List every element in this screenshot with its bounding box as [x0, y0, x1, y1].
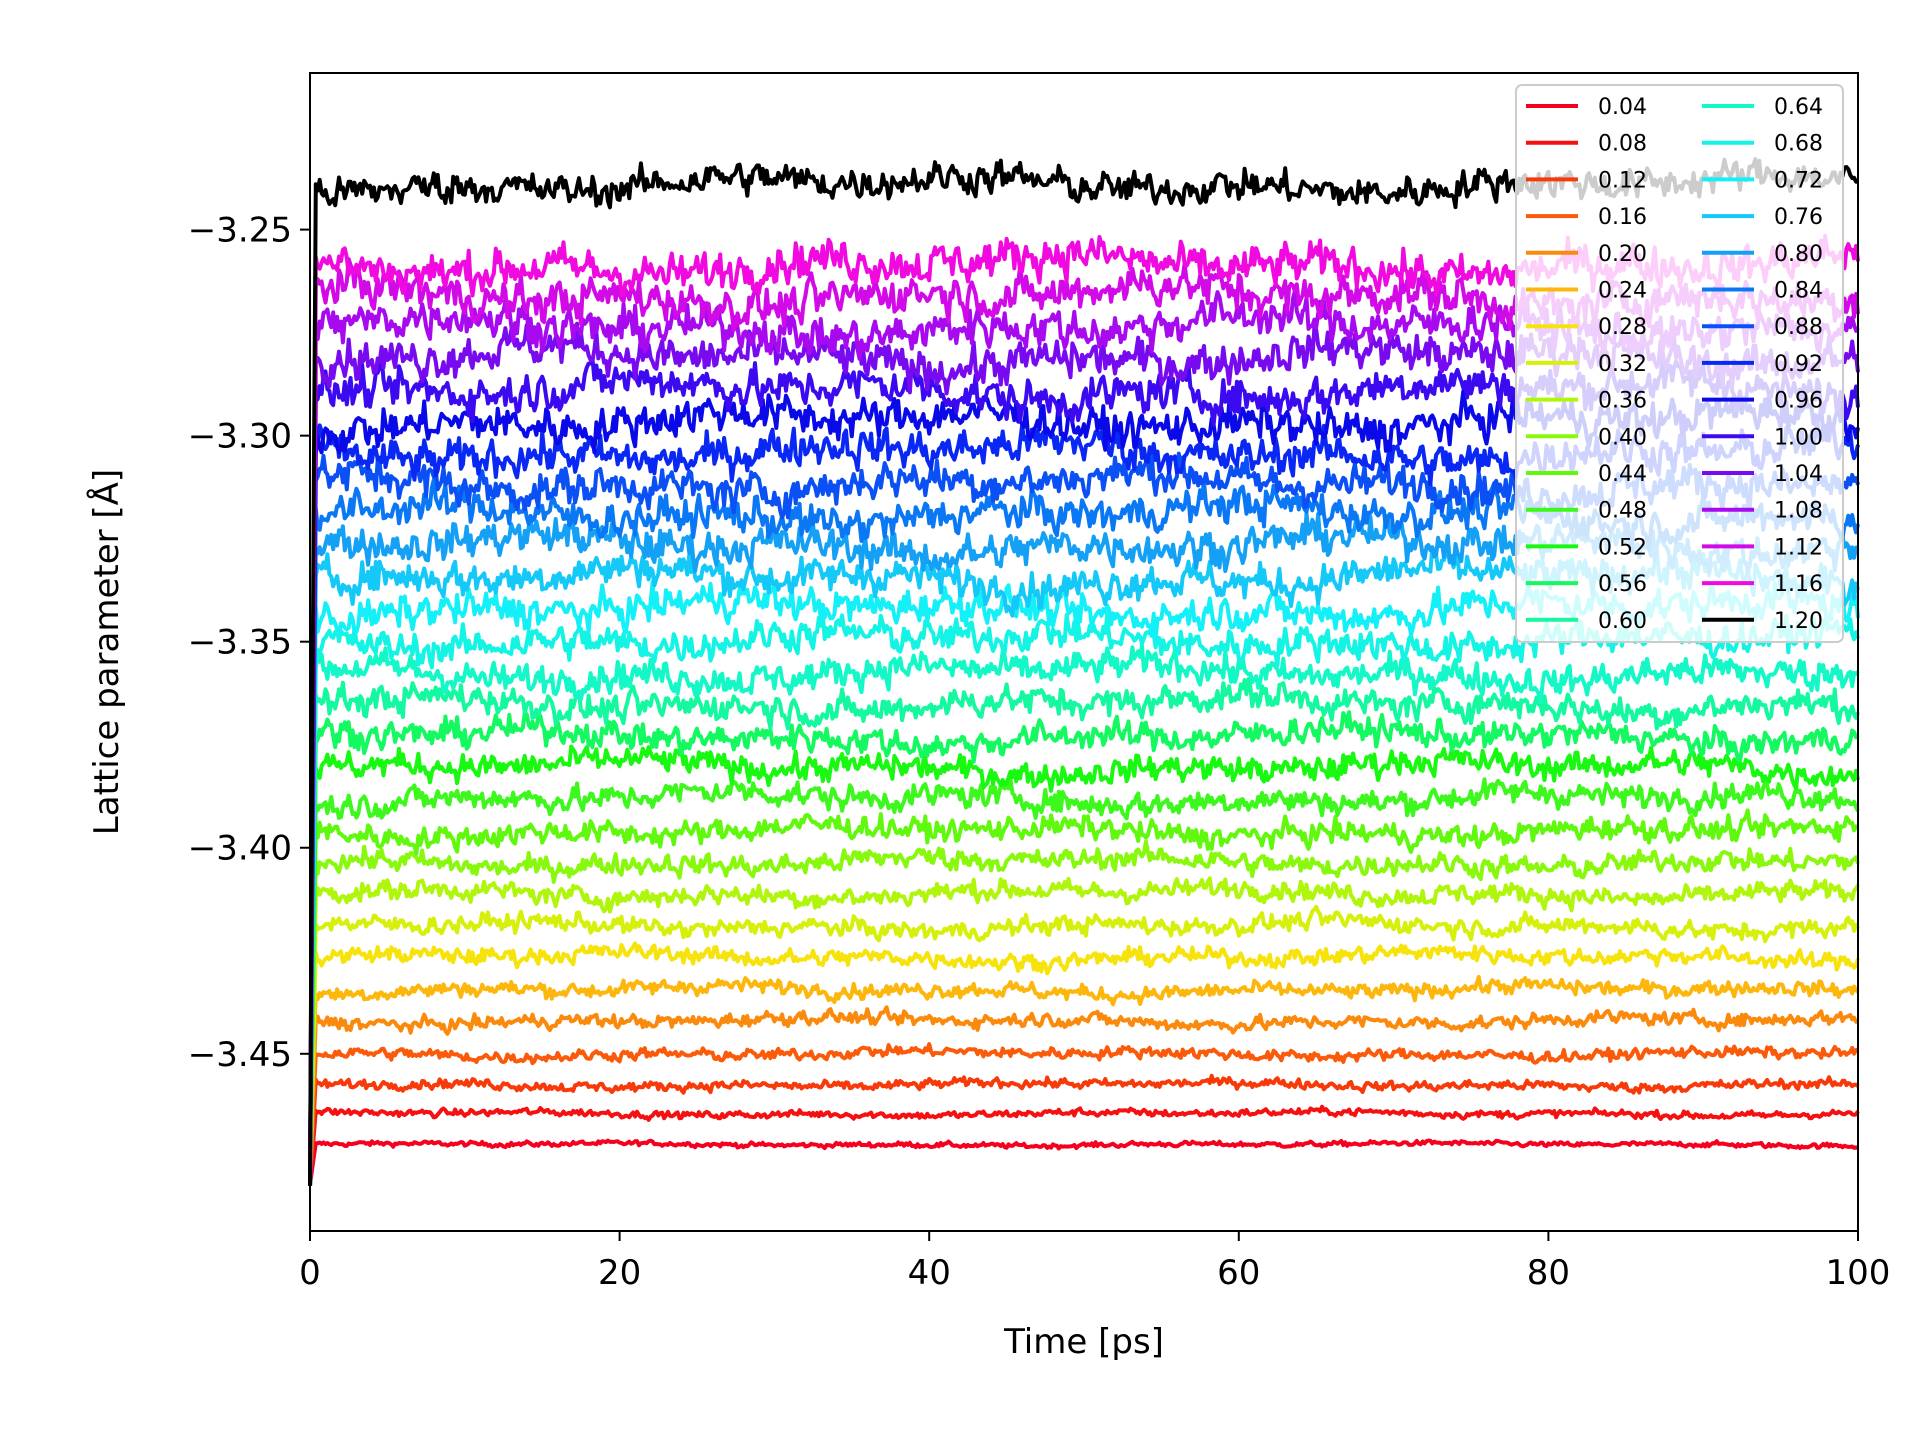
legend-label: 1.08: [1774, 499, 1823, 524]
legend-label: 0.56: [1598, 572, 1647, 597]
y-tick-label: −3.25: [188, 211, 292, 251]
series-line-0.16: [308, 1042, 1859, 1186]
y-axis: −3.25 −3.30 −3.35 −3.40 −3.45: [188, 211, 310, 1075]
legend-label: 1.20: [1774, 609, 1823, 634]
series-line-0.12: [308, 1073, 1860, 1186]
x-axis: 0 20 40 60 80 100: [299, 1231, 1890, 1293]
y-tick-label: −3.35: [188, 623, 292, 663]
legend-label: 0.64: [1774, 95, 1823, 120]
legend-label: 0.44: [1598, 462, 1647, 487]
legend-label: 1.16: [1774, 572, 1823, 597]
series-line-0.08: [308, 1104, 1860, 1186]
legend-label: 1.00: [1774, 425, 1823, 450]
x-axis-title: Time [ps]: [1003, 1322, 1164, 1362]
legend-label: 0.48: [1598, 499, 1647, 524]
legend-label: 0.96: [1774, 389, 1823, 414]
series-line-0.04: [308, 1138, 1859, 1186]
legend-label: 0.32: [1598, 352, 1647, 377]
series-line-0.36: [308, 876, 1860, 1186]
legend-label: 0.60: [1598, 609, 1647, 634]
legend-label: 0.40: [1598, 425, 1647, 450]
legend-label: 0.08: [1598, 132, 1647, 157]
legend-label: 0.72: [1774, 168, 1823, 193]
legend-label: 0.04: [1598, 95, 1647, 120]
legend-label: 0.80: [1774, 242, 1823, 267]
series-line-0.68: [308, 612, 1860, 1186]
legend-label: 0.16: [1598, 205, 1647, 230]
series-line-0.52: [308, 744, 1860, 1186]
x-tick-label: 100: [1826, 1253, 1891, 1293]
y-tick-label: −3.40: [188, 829, 292, 869]
series-line-0.64: [308, 643, 1860, 1186]
x-tick-label: 80: [1527, 1253, 1570, 1293]
legend-label: 0.52: [1598, 535, 1647, 560]
y-tick-label: −3.30: [188, 417, 292, 457]
series-line-0.32: [308, 904, 1860, 1186]
plot-frame: [309, 72, 1859, 1232]
legend-label: 0.28: [1598, 315, 1647, 340]
x-tick-label: 60: [1217, 1253, 1260, 1293]
legend-label: 0.68: [1774, 132, 1823, 157]
series-line-0.44: [308, 808, 1860, 1186]
series-line-0.40: [308, 839, 1860, 1186]
series-line-0.24: [308, 974, 1860, 1186]
x-tick-label: 0: [299, 1253, 321, 1293]
legend-box: [1515, 84, 1844, 643]
legend-label: 0.12: [1598, 168, 1647, 193]
legend-label: 0.36: [1598, 389, 1647, 414]
series-line-0.48: [308, 776, 1860, 1186]
legend: 0.04 0.08 0.12 0.16 0.20 0.24 0.28 0.32 0.36 0.40…: [1515, 84, 1844, 643]
series-line-0.60: [308, 677, 1860, 1186]
y-tick-label: −3.45: [188, 1035, 292, 1075]
legend-label: 1.04: [1774, 462, 1823, 487]
series-line-0.56: [308, 710, 1860, 1186]
x-tick-label: 20: [598, 1253, 641, 1293]
legend-label: 0.76: [1774, 205, 1823, 230]
series-line-0.28: [308, 941, 1860, 1186]
x-tick-label: 40: [908, 1253, 951, 1293]
legend-label: 0.84: [1774, 279, 1823, 304]
y-axis-title: Lattice parameter [Å]: [86, 469, 127, 835]
legend-label: 0.92: [1774, 352, 1823, 377]
series-line-0.20: [308, 1005, 1859, 1186]
legend-label: 0.24: [1598, 279, 1647, 304]
legend-label: 1.12: [1774, 535, 1823, 560]
legend-label: 0.88: [1774, 315, 1823, 340]
legend-label: 0.20: [1598, 242, 1647, 267]
